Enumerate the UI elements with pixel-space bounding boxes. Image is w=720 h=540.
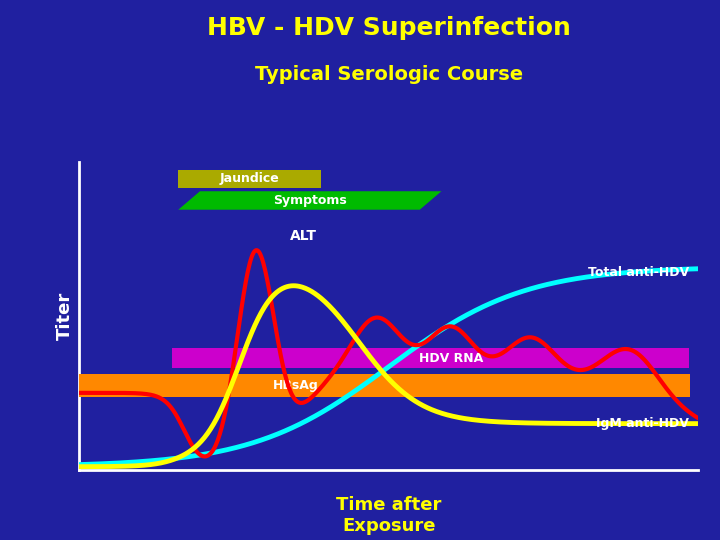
Text: Typical Serologic Course: Typical Serologic Course — [255, 65, 523, 84]
Bar — [172, 348, 689, 368]
Text: Time after
Exposure: Time after Exposure — [336, 496, 441, 535]
Text: HDV RNA: HDV RNA — [418, 352, 483, 365]
Text: ALT: ALT — [289, 229, 317, 243]
Text: Jaundice: Jaundice — [220, 172, 279, 185]
Text: IgM anti-HDV: IgM anti-HDV — [596, 417, 689, 430]
Bar — [79, 374, 690, 397]
Text: Total anti-HDV: Total anti-HDV — [588, 266, 689, 279]
Polygon shape — [179, 191, 441, 210]
Y-axis label: Titer: Titer — [55, 292, 73, 340]
Bar — [179, 170, 320, 188]
Text: Symptoms: Symptoms — [273, 194, 347, 207]
Text: HBV - HDV Superinfection: HBV - HDV Superinfection — [207, 16, 571, 40]
Text: HBsAg: HBsAg — [273, 380, 319, 393]
